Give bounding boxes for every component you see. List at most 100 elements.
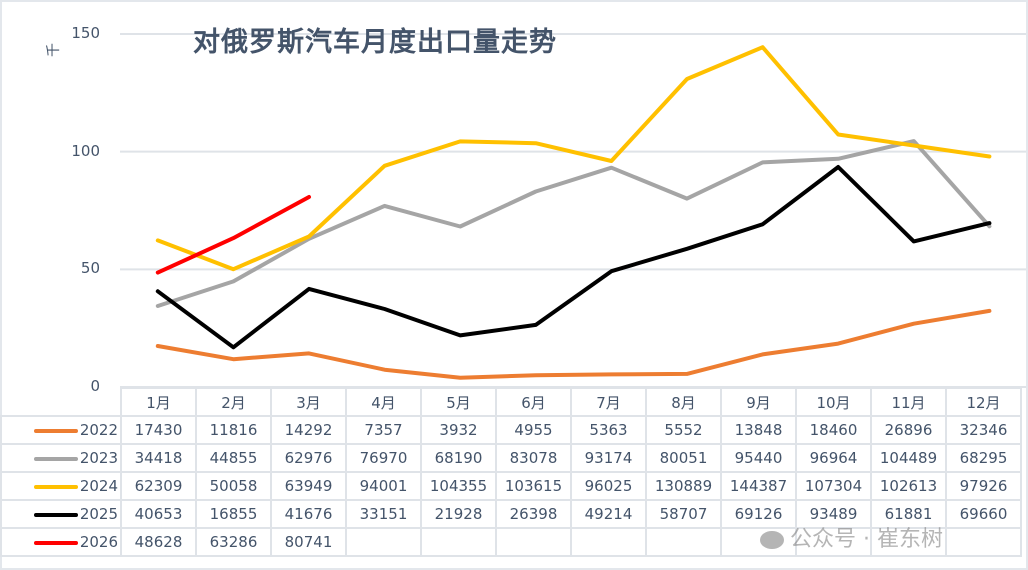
table-cell: 7357 <box>345 415 422 445</box>
month-2: 2月 <box>195 387 272 417</box>
month-4: 4月 <box>345 387 422 417</box>
table-cell: 62309 <box>120 471 197 501</box>
series-label: 2026 <box>79 533 118 551</box>
legend-line-icon <box>33 456 78 461</box>
table-row: 2026 48628 63286 80741 <box>0 527 1022 557</box>
series-label: 2025 <box>79 505 118 523</box>
table-cell: 104489 <box>870 443 947 473</box>
table-cell: 3932 <box>420 415 497 445</box>
series-line-2023 <box>155 139 992 308</box>
table-cell: 93174 <box>570 443 647 473</box>
table-cell: 13848 <box>720 415 797 445</box>
table-cell: 48628 <box>120 527 197 557</box>
table-cell <box>345 527 422 557</box>
table-cell: 5552 <box>645 415 722 445</box>
series-label: 2023 <box>79 449 118 467</box>
table-row: 2022 17430 11816 14292 7357 3932 4955 5363 5552 1… <box>0 415 1022 445</box>
table-cell: 18460 <box>795 415 872 445</box>
table-cell: 21928 <box>420 499 497 529</box>
data-table: 1月 2月 3月 4月 5月 6月 7月 8月 9月 10月 11月 12月 2… <box>0 387 1022 557</box>
table-cell: 63286 <box>195 527 272 557</box>
table-cell: 144387 <box>720 471 797 501</box>
month-9: 9月 <box>720 387 797 417</box>
y-tick-0: 0 <box>90 377 100 395</box>
table-cell: 94001 <box>345 471 422 501</box>
table-cell: 41676 <box>270 499 347 529</box>
table-cell: 11816 <box>195 415 272 445</box>
table-cell: 76970 <box>345 443 422 473</box>
month-3: 3月 <box>270 387 347 417</box>
table-cell: 58707 <box>645 499 722 529</box>
month-6: 6月 <box>495 387 572 417</box>
table-cell: 26896 <box>870 415 947 445</box>
table-cell <box>570 527 647 557</box>
table-cell: 40653 <box>120 499 197 529</box>
table-cell: 50058 <box>195 471 272 501</box>
table-cell: 103615 <box>495 471 572 501</box>
table-cell: 130889 <box>645 471 722 501</box>
table-cell <box>795 527 872 557</box>
y-tick-150: 150 <box>71 24 100 42</box>
y-tick-50: 50 <box>80 259 100 277</box>
table-cell: 104355 <box>420 471 497 501</box>
series-line-2024 <box>155 45 992 272</box>
table-cell <box>945 527 1022 557</box>
table-cell: 96964 <box>795 443 872 473</box>
legend-entry: 2022 <box>0 415 122 445</box>
table-row: 2023 34418 44855 62976 76970 68190 83078 93174 8… <box>0 443 1022 473</box>
y-tick-100: 100 <box>71 142 100 160</box>
table-cell: 26398 <box>495 499 572 529</box>
table-cell: 5363 <box>570 415 647 445</box>
header-corner <box>1 388 122 416</box>
table-row: 2024 62309 50058 63949 94001 104355 103615 9602… <box>0 471 1022 501</box>
table-cell <box>720 527 797 557</box>
table-cell: 63949 <box>270 471 347 501</box>
month-1: 1月 <box>120 387 197 417</box>
y-axis-unit: 千 <box>46 43 62 57</box>
table-cell <box>870 527 947 557</box>
table-cell <box>420 527 497 557</box>
table-cell: 62976 <box>270 443 347 473</box>
month-10: 10月 <box>795 387 872 417</box>
legend-entry: 2023 <box>0 443 122 473</box>
month-7: 7月 <box>570 387 647 417</box>
month-header-row: 1月 2月 3月 4月 5月 6月 7月 8月 9月 10月 11月 12月 <box>1 387 1022 417</box>
table-cell: 33151 <box>345 499 422 529</box>
table-cell: 32346 <box>945 415 1022 445</box>
table-cell: 49214 <box>570 499 647 529</box>
legend-entry: 2024 <box>0 471 122 501</box>
series-line-2022 <box>155 308 992 380</box>
legend-entry: 2025 <box>0 499 122 529</box>
series-line-2026 <box>155 195 311 275</box>
table-cell: 68190 <box>420 443 497 473</box>
legend-line-icon <box>33 484 78 489</box>
table-cell: 95440 <box>720 443 797 473</box>
table-row: 2025 40653 16855 41676 33151 21928 26398 49214 5… <box>0 499 1022 529</box>
series-label: 2024 <box>79 477 118 495</box>
table-cell: 14292 <box>270 415 347 445</box>
table-cell: 4955 <box>495 415 572 445</box>
chart-title: 对俄罗斯汽车月度出口量走势 <box>193 27 557 58</box>
table-cell: 34418 <box>120 443 197 473</box>
legend-line-icon <box>33 540 78 545</box>
table-cell: 102613 <box>870 471 947 501</box>
table-cell: 96025 <box>570 471 647 501</box>
table-cell: 93489 <box>795 499 872 529</box>
table-cell: 69660 <box>945 499 1022 529</box>
legend-entry: 2026 <box>0 527 122 557</box>
table-cell: 69126 <box>720 499 797 529</box>
series-label: 2022 <box>79 421 118 439</box>
legend-line-icon <box>33 512 78 517</box>
table-cell: 16855 <box>195 499 272 529</box>
month-5: 5月 <box>420 387 497 417</box>
table-cell: 17430 <box>120 415 197 445</box>
table-cell: 44855 <box>195 443 272 473</box>
month-12: 12月 <box>945 387 1022 417</box>
table-cell: 97926 <box>945 471 1022 501</box>
table-cell: 80051 <box>645 443 722 473</box>
month-8: 8月 <box>645 387 722 417</box>
table-cell <box>495 527 572 557</box>
table-cell: 61881 <box>870 499 947 529</box>
series-line-2025 <box>155 165 992 350</box>
